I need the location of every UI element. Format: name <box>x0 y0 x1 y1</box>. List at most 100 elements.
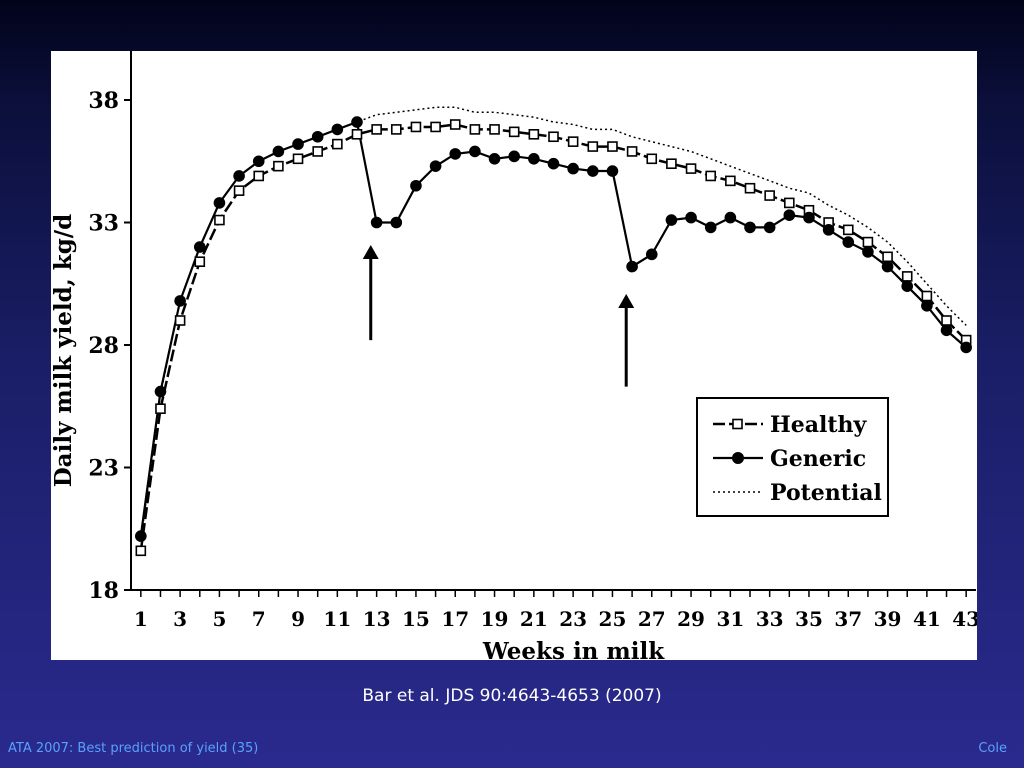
point-healthy-11 <box>332 138 343 150</box>
point-healthy-3 <box>174 315 186 326</box>
point-generic-29 <box>685 211 697 224</box>
point-healthy-12 <box>351 129 363 140</box>
point-healthy-26 <box>626 146 638 157</box>
x-tick-label-35: 35 <box>795 607 823 631</box>
point-healthy-32 <box>744 182 756 194</box>
point-generic-32 <box>744 221 756 234</box>
point-generic-17 <box>449 148 462 160</box>
point-healthy-39 <box>882 251 893 263</box>
point-generic-8 <box>272 145 285 158</box>
x-tick-label-43: 43 <box>952 607 977 631</box>
point-healthy-10 <box>312 146 323 157</box>
point-generic-12 <box>351 116 363 128</box>
point-generic-41 <box>921 300 933 312</box>
footer-author: Cole <box>978 741 1007 756</box>
x-tick-label-7: 7 <box>252 607 266 631</box>
point-generic-22 <box>547 157 560 170</box>
point-generic-31 <box>724 211 737 224</box>
x-tick-label-13: 13 <box>363 607 391 631</box>
x-tick-label-33: 33 <box>756 607 784 631</box>
point-healthy-7 <box>253 170 265 182</box>
point-generic-14 <box>390 216 403 229</box>
point-generic-21 <box>528 153 540 165</box>
legend-marker-generic <box>732 452 744 464</box>
point-generic-3 <box>174 295 186 307</box>
point-generic-34 <box>783 209 796 221</box>
point-healthy-8 <box>273 160 284 172</box>
legend-label-potential: Potential <box>770 480 882 506</box>
point-healthy-33 <box>764 190 775 201</box>
point-generic-2 <box>154 385 167 398</box>
point-healthy-21 <box>528 129 540 140</box>
y-axis-title: Daily milk yield, kg/d <box>51 214 77 488</box>
legend-label-generic: Generic <box>770 446 866 472</box>
x-tick-label-39: 39 <box>874 607 902 631</box>
point-healthy-31 <box>725 175 736 187</box>
x-tick-label-5: 5 <box>212 607 226 631</box>
point-generic-36 <box>822 224 835 236</box>
x-tick-label-37: 37 <box>834 607 862 631</box>
point-healthy-15 <box>410 121 422 133</box>
chart-panel: 18 23 28 33 38 1 3 5 7 9 11 13 15 17 19 21 23 25 27 29 31 33 3… <box>51 51 977 660</box>
point-healthy-6 <box>233 185 245 196</box>
point-generic-19 <box>488 153 501 165</box>
point-generic-18 <box>469 145 481 158</box>
point-generic-30 <box>704 221 717 234</box>
x-tick-label-19: 19 <box>481 607 509 631</box>
point-generic-40 <box>901 280 914 292</box>
point-generic-43 <box>960 341 972 354</box>
point-generic-1 <box>135 530 147 542</box>
point-generic-33 <box>763 221 776 234</box>
point-generic-20 <box>508 150 520 163</box>
y-tick-label-28: 28 <box>88 333 119 359</box>
point-healthy-5 <box>214 214 225 226</box>
point-healthy-2 <box>155 403 166 415</box>
point-generic-24 <box>587 165 599 177</box>
point-generic-6 <box>233 170 245 182</box>
point-healthy-37 <box>842 224 854 236</box>
point-healthy-29 <box>685 163 697 174</box>
x-tick-label-29: 29 <box>677 607 705 631</box>
slide-caption: Bar et al. JDS 90:4643-4653 (2007) <box>362 686 662 706</box>
point-healthy-16 <box>430 121 441 133</box>
x-tick-label-27: 27 <box>638 607 666 631</box>
x-tick-label-11: 11 <box>323 607 351 631</box>
y-tick-label-18: 18 <box>88 578 119 604</box>
point-healthy-13 <box>371 124 382 135</box>
point-healthy-22 <box>548 131 559 143</box>
annotation-arrow-head-1 <box>362 245 379 259</box>
point-healthy-19 <box>489 124 500 135</box>
point-generic-16 <box>429 160 442 172</box>
annotation-arrow-head-2 <box>618 294 635 308</box>
point-generic-28 <box>665 214 678 226</box>
x-tick-label-23: 23 <box>559 607 587 631</box>
point-healthy-17 <box>449 119 461 130</box>
point-generic-5 <box>213 197 226 209</box>
x-tick-label-21: 21 <box>520 607 548 631</box>
point-healthy-9 <box>292 153 304 165</box>
x-tick-label-25: 25 <box>599 607 627 631</box>
point-generic-42 <box>940 324 953 337</box>
point-generic-4 <box>193 241 206 253</box>
point-healthy-42 <box>941 315 952 326</box>
x-tick-label-15: 15 <box>402 607 430 631</box>
point-healthy-4 <box>194 256 206 267</box>
point-healthy-38 <box>862 236 874 248</box>
point-generic-39 <box>881 260 894 273</box>
x-tick-label-1: 1 <box>134 607 148 631</box>
point-healthy-30 <box>705 170 717 182</box>
point-generic-11 <box>331 123 344 136</box>
point-healthy-41 <box>921 290 933 302</box>
point-generic-38 <box>862 246 874 258</box>
point-healthy-25 <box>607 141 618 152</box>
point-generic-25 <box>606 165 619 177</box>
x-axis-title: Weeks in milk <box>482 638 665 660</box>
point-generic-35 <box>803 211 815 224</box>
x-tick-label-17: 17 <box>441 607 469 631</box>
x-tick-label-41: 41 <box>913 607 941 631</box>
point-generic-27 <box>645 248 658 261</box>
point-healthy-14 <box>390 124 402 135</box>
point-generic-7 <box>252 155 265 168</box>
x-tick-label-3: 3 <box>173 607 187 631</box>
